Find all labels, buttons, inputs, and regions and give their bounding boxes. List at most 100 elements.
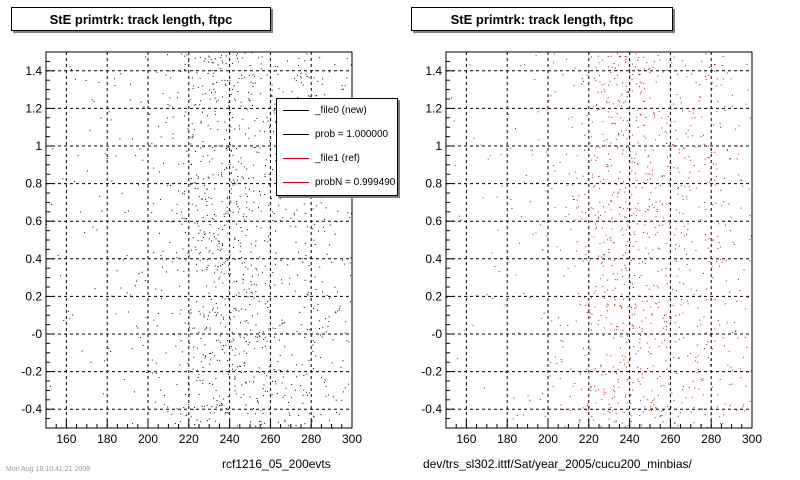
data-point	[268, 328, 270, 330]
data-point	[591, 174, 593, 176]
data-point	[748, 188, 750, 190]
data-point	[194, 424, 196, 425]
data-point	[226, 210, 228, 212]
data-point	[611, 67, 613, 69]
data-point	[194, 57, 196, 59]
data-point	[603, 241, 605, 243]
data-point	[680, 102, 682, 104]
data-point	[237, 57, 238, 59]
data-point	[616, 329, 618, 331]
data-point	[729, 384, 731, 385]
data-point	[637, 378, 639, 380]
data-point	[665, 268, 667, 270]
data-point	[625, 366, 627, 368]
data-point	[750, 117, 751, 119]
data-point	[637, 69, 639, 71]
data-point	[167, 411, 169, 413]
legend-label-file1: _file1 (ref)	[315, 152, 361, 164]
data-point	[250, 329, 251, 331]
data-point	[612, 290, 614, 291]
data-point	[81, 350, 83, 352]
data-point	[642, 373, 643, 375]
data-point	[580, 373, 581, 375]
data-point	[618, 101, 620, 103]
data-point	[218, 278, 220, 280]
data-point	[238, 78, 240, 79]
data-point	[199, 229, 201, 231]
data-point	[687, 223, 689, 225]
data-point	[214, 265, 216, 267]
data-point	[738, 153, 740, 155]
data-point	[92, 226, 94, 228]
data-point	[230, 94, 232, 96]
data-point	[670, 108, 672, 110]
data-point	[613, 242, 615, 244]
data-point	[327, 325, 329, 327]
data-point	[451, 97, 452, 99]
data-point	[209, 224, 211, 225]
data-point	[565, 206, 567, 208]
data-point	[251, 52, 253, 54]
data-point	[722, 78, 724, 80]
data-point	[590, 390, 592, 391]
data-point	[138, 184, 140, 186]
data-point	[255, 324, 257, 326]
data-point	[254, 120, 256, 122]
data-point	[593, 236, 595, 238]
data-point	[269, 311, 271, 313]
data-point	[682, 389, 684, 391]
data-point	[456, 358, 458, 360]
data-point	[560, 340, 562, 342]
data-point	[309, 329, 311, 331]
data-point	[703, 273, 704, 274]
data-point	[255, 268, 257, 269]
data-point	[102, 393, 104, 395]
data-point	[207, 176, 209, 178]
x-tick-label: 220	[579, 432, 599, 446]
data-point	[671, 62, 673, 64]
data-point	[638, 249, 640, 251]
data-point	[648, 155, 650, 157]
data-point	[207, 124, 209, 126]
data-point	[697, 307, 699, 309]
data-point	[254, 75, 256, 77]
data-point	[275, 230, 276, 232]
data-point	[614, 304, 616, 306]
data-point	[660, 117, 662, 119]
data-point	[524, 63, 526, 65]
data-point	[204, 185, 206, 187]
data-point	[160, 136, 162, 138]
data-point	[84, 232, 86, 234]
data-point	[278, 88, 280, 90]
data-point	[307, 394, 309, 396]
data-point	[651, 204, 653, 206]
data-point	[184, 322, 186, 324]
data-point	[219, 359, 221, 361]
data-point	[688, 110, 690, 112]
data-point	[129, 99, 131, 101]
data-point	[295, 241, 297, 243]
data-point	[254, 146, 256, 148]
data-point	[633, 231, 635, 233]
data-point	[634, 308, 636, 310]
data-point	[213, 83, 215, 84]
data-point	[685, 196, 687, 197]
data-point	[515, 128, 516, 130]
data-point	[723, 414, 725, 416]
data-point	[679, 338, 681, 340]
data-point	[607, 289, 609, 291]
data-point	[664, 339, 665, 341]
data-point	[729, 404, 731, 406]
data-point	[652, 249, 654, 251]
data-point	[561, 361, 563, 363]
data-point	[182, 248, 184, 250]
data-point	[248, 74, 250, 76]
data-point	[253, 376, 255, 378]
data-point	[222, 244, 224, 246]
data-point	[703, 202, 705, 204]
data-point	[706, 107, 708, 109]
data-point	[718, 223, 720, 225]
data-point	[559, 161, 561, 163]
data-point	[617, 326, 619, 328]
data-point	[626, 207, 628, 209]
